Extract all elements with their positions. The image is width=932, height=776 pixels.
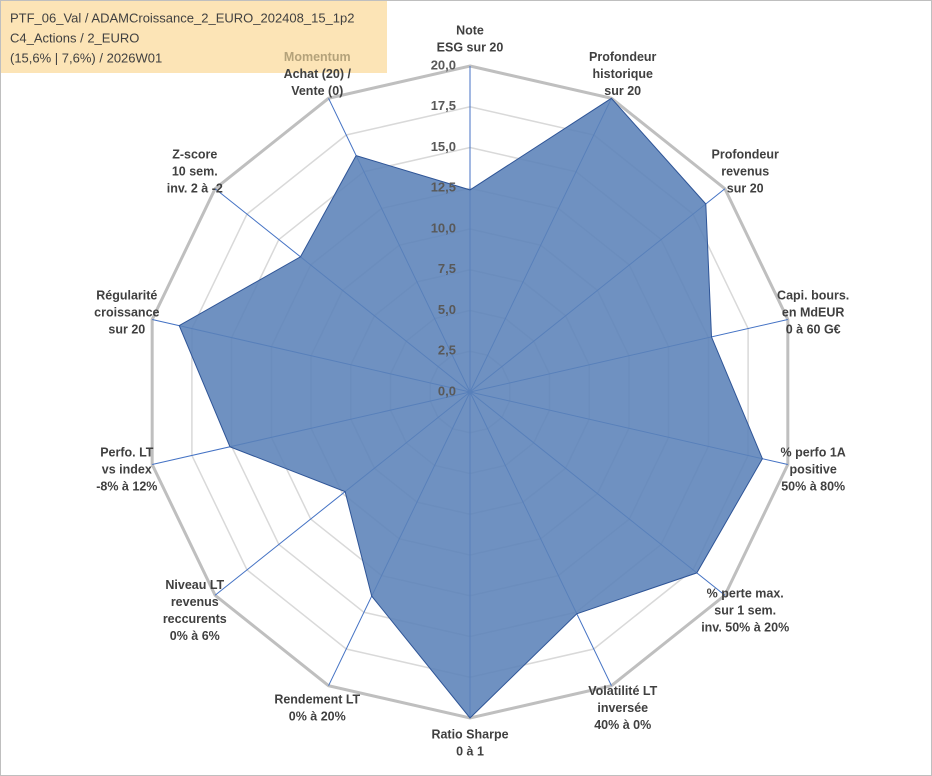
tick-label: 15,0 (431, 139, 456, 154)
axis-label-line: 0% à 20% (289, 710, 346, 724)
axis-label-line: 0 à 1 (456, 745, 484, 759)
axis-label-line: 0% à 6% (170, 629, 220, 643)
axis-label-line: -8% à 12% (96, 480, 157, 494)
axis-label-line: sur 20 (604, 84, 641, 98)
axis-label-line: Rendement LT (274, 693, 360, 707)
axis-label-line: sur 20 (727, 182, 764, 196)
axis-label-line: historique (593, 67, 653, 81)
tick-label: 12,5 (431, 180, 456, 195)
axis-label-line: positive (790, 463, 837, 477)
axis-label-line: % perte max. (707, 587, 784, 601)
tick-label: 0,0 (438, 383, 456, 398)
axis-label-line: 50% à 80% (781, 480, 845, 494)
tick-label: 17,5 (431, 98, 456, 113)
axis-label-line: croissance (94, 306, 159, 320)
axis-label-line: Z-score (172, 148, 217, 162)
axis-label-line: inversée (597, 701, 648, 715)
tick-label: 10,0 (431, 220, 456, 235)
axis-label-line: Régularité (96, 289, 157, 303)
axis-label: Ratio Sharpe 0 à 1 (431, 728, 508, 759)
title-line: PTF_06_Val / ADAMCroissance_2_EURO_20240… (10, 10, 354, 25)
axis-label-line: ESG sur 20 (437, 41, 504, 55)
axis-label: % perte max. sur 1 sem. inv. 50% à 20% (701, 587, 789, 635)
axis-label-line: sur 1 sem. (714, 604, 776, 618)
tick-label: 7,5 (438, 261, 456, 276)
axis-label: Niveau LT revenus reccurents 0% à 6% (163, 578, 227, 643)
axis-label-line: Perfo. LT (100, 446, 154, 460)
axis-label-line: 10 sem. (172, 165, 218, 179)
axis-label-line: % perfo 1A (781, 446, 846, 460)
axis-label-line: reccurents (163, 612, 227, 626)
axis-label-line: Volatilité LT (588, 684, 657, 698)
axis-label-line: inv. 2 à -2 (167, 182, 223, 196)
radar-area (178, 97, 763, 719)
title-line: (15,6% | 7,6%) / 2026W01 (10, 50, 162, 65)
axis-label-line: sur 20 (108, 323, 145, 337)
axis-label: Profondeur historique sur 20 (589, 50, 656, 98)
axis-label-line: 40% à 0% (594, 718, 651, 732)
title-line: C4_Actions / 2_EURO (10, 30, 139, 45)
axis-label-line: Note (456, 24, 484, 38)
axis-label: Profondeur revenus sur 20 (712, 148, 779, 196)
axis-label-line: Niveau LT (165, 578, 224, 592)
tick-label: 5,0 (438, 302, 456, 317)
axis-label-line: Profondeur (712, 148, 779, 162)
axis-label: Volatilité LT inversée 40% à 0% (588, 684, 657, 732)
axis-label: Perfo. LT vs index -8% à 12% (96, 446, 157, 494)
axis-label: Momentum Achat (20) / Vente (0) (284, 50, 352, 98)
axis-label-line: revenus (171, 595, 219, 609)
axis-label-line: Vente (0) (291, 84, 343, 98)
axis-label: Z-score 10 sem. inv. 2 à -2 (167, 148, 223, 196)
axis-label: Régularité croissance sur 20 (94, 289, 159, 337)
axis-label: Note ESG sur 20 (437, 24, 504, 55)
axis-label-line: Ratio Sharpe (431, 728, 508, 742)
title-box (1, 1, 387, 73)
axis-label-line: en MdEUR (782, 306, 845, 320)
axis-label-line: inv. 50% à 20% (701, 621, 789, 635)
axis-label-line: Profondeur (589, 50, 656, 64)
axis-label-line: Capi. bours. (777, 289, 849, 303)
axis-label-line: 0 à 60 G€ (786, 323, 841, 337)
axis-label-line: Momentum (284, 50, 351, 64)
axis-label-line: vs index (102, 463, 152, 477)
axis-label-line: revenus (721, 165, 769, 179)
tick-label: 2,5 (438, 343, 456, 358)
tick-label: 20,0 (431, 57, 456, 72)
axis-label-line: Achat (20) / (284, 67, 352, 81)
axis-label: Capi. bours. en MdEUR 0 à 60 G€ (777, 289, 849, 337)
axis-label: Rendement LT 0% à 20% (274, 693, 360, 724)
axis-label: % perfo 1A positive 50% à 80% (781, 446, 846, 494)
